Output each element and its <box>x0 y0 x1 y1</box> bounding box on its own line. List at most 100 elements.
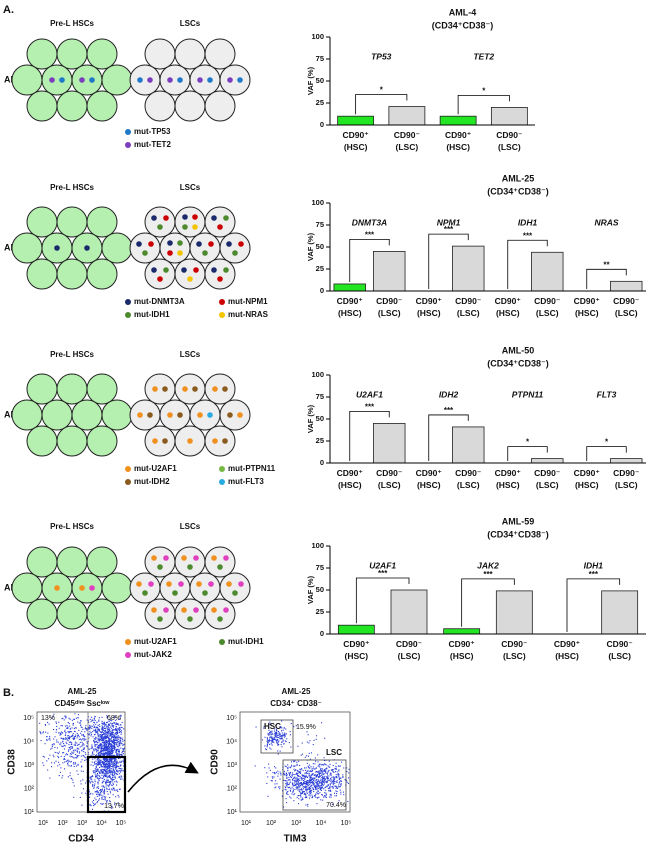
event-dot <box>71 735 73 737</box>
event-dot <box>96 777 98 779</box>
event-dot <box>110 750 112 752</box>
event-dot <box>111 740 113 742</box>
plot-frame <box>239 711 351 813</box>
event-dot <box>112 740 114 742</box>
event-dot <box>274 730 276 732</box>
event-dot <box>289 772 291 774</box>
mutation-dot <box>147 412 153 418</box>
event-dot <box>107 729 109 731</box>
event-dot <box>80 783 82 785</box>
cell <box>71 399 103 431</box>
event-dot <box>274 734 276 736</box>
event-dot <box>69 755 71 757</box>
event-dot <box>110 792 112 794</box>
event-dot <box>107 762 109 764</box>
mutation-dot <box>223 555 229 561</box>
group-label: LSCs <box>180 19 201 28</box>
event-dot <box>316 779 318 781</box>
x-tick-label: 10⁴ <box>96 820 107 827</box>
event-dot <box>91 761 93 763</box>
event-dot <box>324 789 326 791</box>
event-dot <box>302 783 304 785</box>
chart-title: AML-59 <box>502 516 535 526</box>
event-dot <box>84 736 86 738</box>
mutation-dot <box>181 555 187 561</box>
event-dot <box>43 756 45 758</box>
event-dot <box>305 771 307 773</box>
cell <box>174 598 206 630</box>
event-dot <box>101 761 103 763</box>
event-dot <box>92 751 94 753</box>
event-dot <box>277 737 279 739</box>
mutation-dot <box>49 77 55 83</box>
event-dot <box>319 776 321 778</box>
event-dot <box>340 791 342 793</box>
gate-label: 15.9% <box>296 724 316 731</box>
event-dot <box>65 716 67 718</box>
bar <box>490 107 528 126</box>
event-dot <box>108 745 110 747</box>
event-dot <box>309 775 311 777</box>
event-dot <box>42 755 44 757</box>
event-dot <box>304 783 306 785</box>
mutation-dot <box>157 564 163 570</box>
mutation-dot <box>167 240 173 246</box>
chart-title: AML-4 <box>449 7 477 17</box>
event-dot <box>335 785 337 787</box>
bar <box>373 422 406 464</box>
event-dot <box>113 746 115 748</box>
event-dot <box>70 747 72 749</box>
event-dot <box>300 754 302 756</box>
event-dot <box>107 779 109 781</box>
event-dot <box>95 760 97 762</box>
event-dot <box>121 737 123 739</box>
event-dot <box>318 781 320 783</box>
event-dot <box>309 786 311 788</box>
event-dot <box>104 744 106 746</box>
event-dot <box>89 776 91 778</box>
event-dot <box>102 771 104 773</box>
mutation-dot <box>212 386 218 392</box>
event-dot <box>305 795 307 797</box>
event-dot <box>268 741 270 743</box>
event-dot <box>328 769 330 771</box>
event-dot <box>331 803 333 805</box>
event-dot <box>95 728 97 730</box>
event-dot <box>300 785 302 787</box>
cell <box>56 206 88 238</box>
event-dot <box>299 786 301 788</box>
event-dot <box>46 739 48 741</box>
event-dot <box>114 768 116 770</box>
event-dot <box>76 756 78 758</box>
event-dot <box>319 788 321 790</box>
event-dot <box>298 772 300 774</box>
gate <box>260 719 294 754</box>
cell <box>86 598 118 630</box>
event-dot <box>284 780 286 782</box>
event-dot <box>108 767 110 769</box>
significance-label: *** <box>365 231 375 240</box>
event-dot <box>116 749 118 751</box>
event-dot <box>314 777 316 779</box>
y-tick-label: 0 <box>320 286 324 295</box>
event-dot <box>96 726 98 728</box>
event-dot <box>95 770 97 772</box>
event-dot <box>106 741 108 743</box>
event-dot <box>118 805 120 807</box>
event-dot <box>280 737 282 739</box>
cell <box>71 64 103 96</box>
event-dot <box>275 729 277 731</box>
event-dot <box>83 747 85 749</box>
event-dot <box>306 786 308 788</box>
event-dot <box>119 765 121 767</box>
mutation-dot <box>192 386 198 392</box>
event-dot <box>274 732 276 734</box>
event-dot <box>71 747 73 749</box>
mutation-dot <box>211 607 217 613</box>
event-dot <box>103 786 105 788</box>
event-dot <box>77 735 79 737</box>
event-dot <box>285 798 287 800</box>
event-dot <box>123 747 125 749</box>
event-dot <box>60 745 62 747</box>
event-dot <box>118 750 120 752</box>
